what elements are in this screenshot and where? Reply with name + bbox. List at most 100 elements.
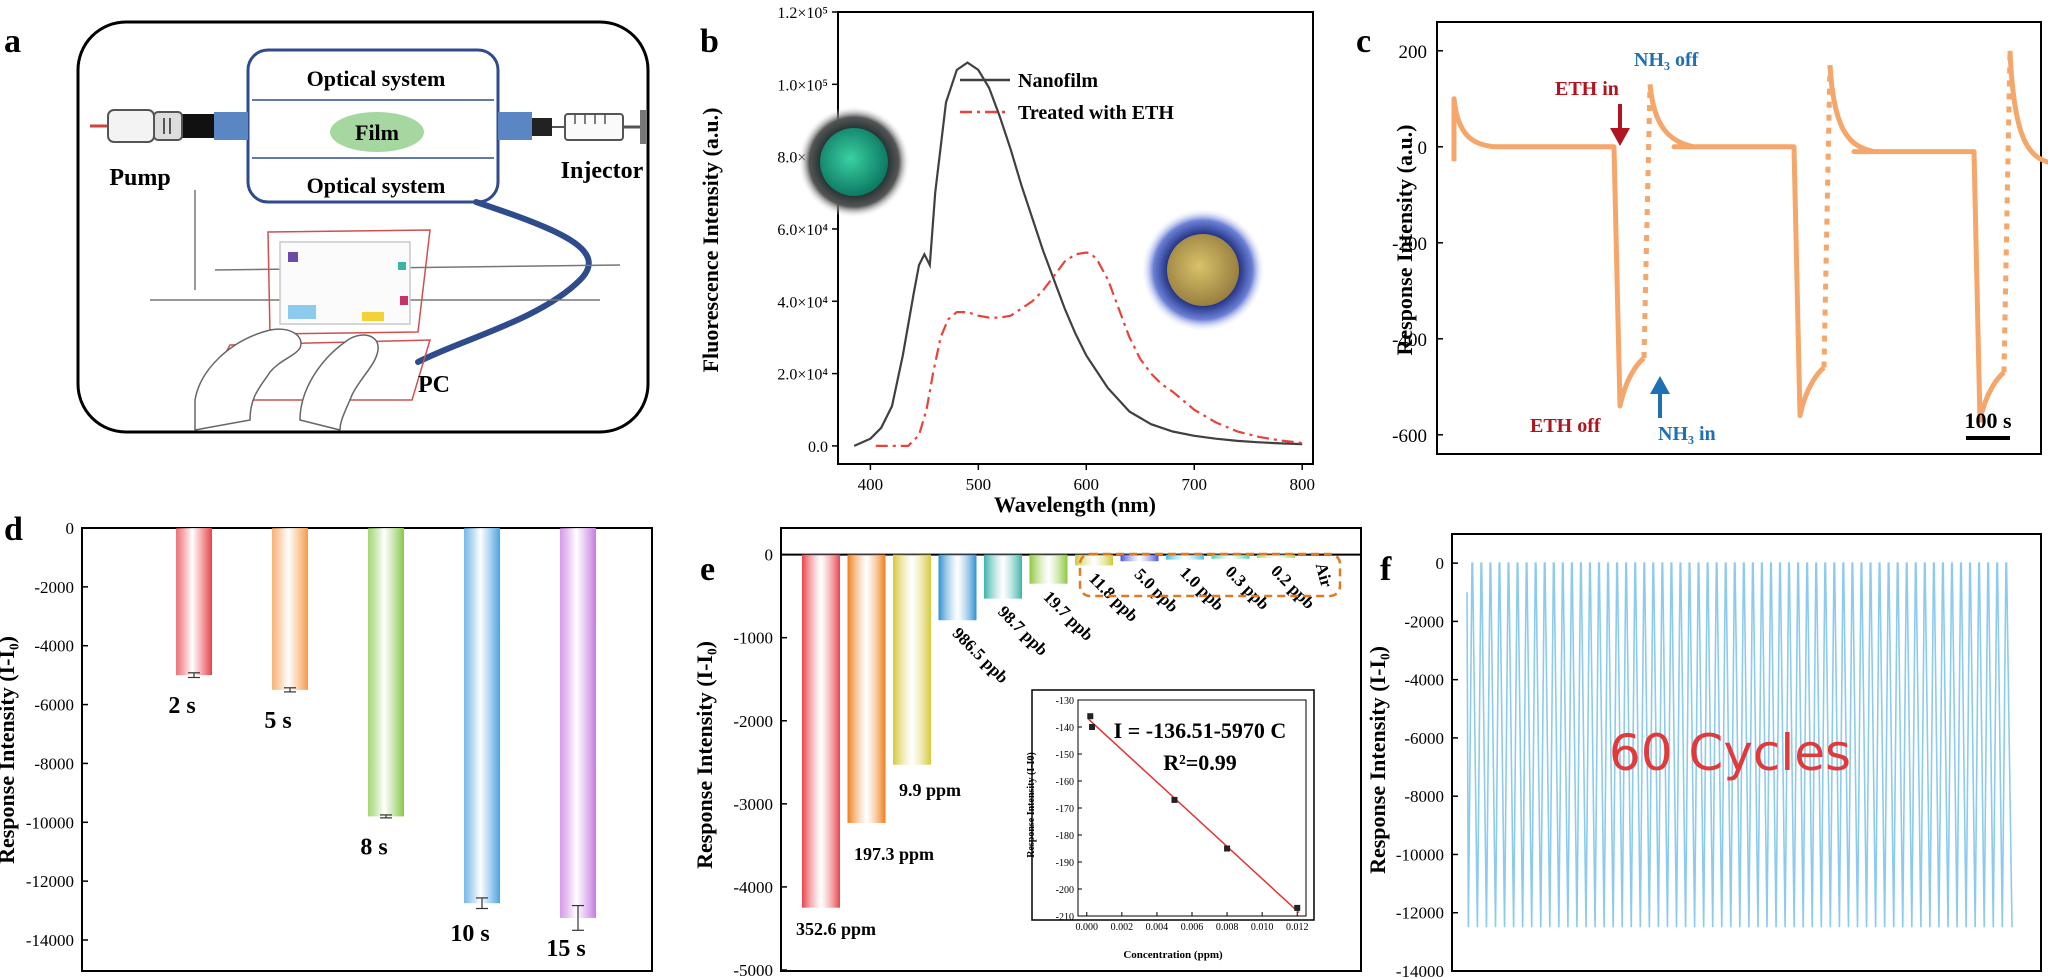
outlet-connector (498, 112, 532, 140)
bar-2s (176, 528, 212, 676)
y-tick-label-b: 6.0×10⁴ (777, 222, 828, 239)
optical-system-bottom-label: Optical system (307, 173, 446, 198)
inset-y-tick-label: -170 (1056, 804, 1074, 815)
bar-15s (560, 528, 596, 918)
panel-letter-e: e (700, 551, 715, 588)
bar-e (1166, 554, 1204, 560)
y-tick-label-c: -200 (1392, 234, 1427, 255)
bar-10s (464, 528, 500, 904)
y-tick-label-b: 1.0×10⁵ (777, 77, 828, 94)
y-tick-label-c: 200 (1399, 42, 1428, 63)
bar-label-e: 352.6 ppm (796, 919, 876, 939)
inset-y-tick-label: -190 (1056, 858, 1074, 869)
y-axis-label-e: Response Intensity (I-I₀) (692, 641, 717, 869)
hands-icon (194, 328, 379, 431)
inset-x-tick-label: 0.002 (1111, 922, 1134, 933)
syringe-icon (552, 110, 646, 144)
inset-y-tick-label: -140 (1056, 723, 1074, 734)
inset-axes: -130-140-150-160-170-180-190-200-2100.00… (1056, 696, 1309, 933)
y-axis-f: 0 -2000 -4000 -6000 -8000 -10000 -12000 -14000 (1396, 554, 1458, 978)
legend-label-eth: Treated with ETH (1018, 102, 1174, 124)
pc-label: PC (418, 372, 450, 398)
panel-b: b 0.02.0×10⁴4.0×10⁴6.0×10⁴8.0×10⁴1.0×10⁵… (698, 5, 1315, 517)
y-tick-label-e: -1000 (733, 629, 773, 648)
panel-letter-d: d (4, 511, 23, 548)
inset-x-tick-label: 0.000 (1076, 922, 1099, 933)
y-axis-c: 200 0 -200 -400 -600 (1392, 42, 1443, 447)
y-axis-label-c: Response Intensity (a.u.) (1392, 124, 1417, 355)
response-trace-c (1451, 50, 2048, 423)
annotation-nh3-off: NH₃ off (1634, 49, 1699, 71)
pc-cable (415, 199, 592, 365)
y-tick-label-c: -600 (1392, 426, 1427, 447)
x-tick-label-b: 600 (1074, 475, 1100, 494)
y-tick-label-f: -2000 (1404, 612, 1444, 631)
bar-label-d: 15 s (546, 936, 585, 962)
y-tick-label-d: -4000 (34, 637, 74, 656)
pump-label: Pump (109, 165, 170, 191)
inset-data-point (1224, 845, 1231, 852)
y-tick-label-f: -14000 (1396, 962, 1444, 978)
inset-data-point (1087, 713, 1094, 720)
optical-system-top-label: Optical system (307, 66, 446, 91)
inset-data-point (1089, 724, 1096, 730)
y-tick-label-e: -2000 (733, 712, 773, 731)
film-ellipse (330, 112, 424, 152)
fit-equation: I = -136.51-5970 C (1114, 718, 1287, 743)
y-tick-label-f: -8000 (1404, 787, 1444, 806)
x-tick-label-b: 400 (858, 475, 884, 494)
fit-line (1088, 718, 1300, 914)
legend-b: Nanofilm Treated with ETH (960, 70, 1174, 124)
inset-x-tick-label: 0.010 (1251, 922, 1274, 933)
bars-d: 2 s 5 s 8 s 10 s 15 s (168, 528, 596, 962)
inset-y-tick-label: -150 (1056, 750, 1074, 761)
transition-dotted-segment (2001, 50, 2013, 373)
outlet-fitting (532, 118, 552, 136)
plot-frame-c (1436, 21, 2042, 455)
y-tick-label-b: 2.0×10⁴ (777, 367, 828, 384)
y-tick-label-d: -10000 (26, 813, 74, 832)
annotation-nh3-in: NH₃ in (1658, 423, 1716, 445)
bar-e (938, 554, 977, 621)
bar-label-d: 5 s (264, 708, 291, 734)
bar-label-d: 2 s (168, 693, 195, 719)
bar-label-e: 9.9 ppm (899, 780, 961, 800)
bar-label-e: Air (1312, 561, 1337, 590)
inset-y-tick-label: -180 (1056, 831, 1074, 842)
inset-x-tick-label: 0.006 (1181, 922, 1204, 933)
y-tick-label-b: 1.2×10⁵ (777, 5, 828, 22)
cycles-annotation: 60 Cycles (1609, 724, 1851, 782)
bar-label-d: 8 s (360, 834, 387, 860)
injector-label: Injector (561, 158, 644, 184)
arrow-down-icon (1610, 104, 1630, 146)
inset-x-tick-label: 0.012 (1286, 922, 1309, 933)
y-axis-label-b: Fluorescence Intensity (a.u.) (698, 108, 723, 373)
arrow-up-icon (1650, 376, 1670, 418)
y-axis-label-d: Response Intensity (I-I₀) (0, 636, 19, 864)
y-tick-label-d: -2000 (34, 578, 74, 597)
x-tick-label-b: 800 (1289, 475, 1315, 494)
y-tick-label-e: -4000 (733, 878, 773, 897)
series-group-b (853, 61, 1303, 447)
bar-8s (368, 528, 404, 817)
y-tick-label-f: -10000 (1396, 845, 1444, 864)
cycle-trace-f (1466, 562, 2013, 928)
y-tick-label-d: 0 (66, 519, 75, 538)
panel-letter-a: a (4, 23, 21, 60)
inset-x-tick-label: 0.004 (1146, 922, 1169, 933)
bar-label-e: 0.2 ppb (1267, 561, 1319, 613)
transition-dotted-segment (1641, 84, 1653, 359)
y-tick-label-d: -6000 (34, 696, 74, 715)
annotation-eth-in: ETH in (1555, 78, 1619, 100)
panel-letter-c: c (1356, 23, 1371, 60)
annotation-eth-off: ETH off (1530, 415, 1601, 437)
plot-frame-b (837, 11, 1314, 465)
y-tick-label-d: -14000 (26, 931, 74, 950)
bar-label-e: 1.0 ppb (1176, 563, 1228, 615)
inset-x-label: Concentration (ppm) (1123, 949, 1223, 961)
y-tick-label-f: -6000 (1404, 729, 1444, 748)
inset-data-point (1294, 904, 1301, 911)
film-label: Film (355, 120, 399, 145)
bar-label-e: 0.3 ppb (1222, 562, 1274, 614)
inset-plot (1087, 713, 1301, 914)
